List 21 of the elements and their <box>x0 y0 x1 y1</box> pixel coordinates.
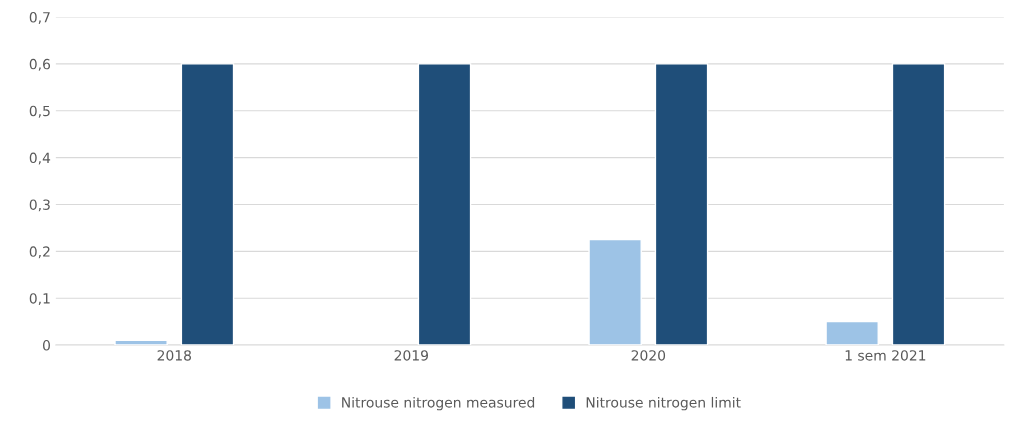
y-tick-label: 0,1 <box>29 293 50 306</box>
bar <box>891 63 946 346</box>
x-tick-label: 2018 <box>157 350 191 361</box>
bar <box>654 63 709 346</box>
x-tick-label: 1 sem 2021 <box>845 350 926 361</box>
x-tick-label: 2019 <box>394 350 428 361</box>
y-tick-label: 0 <box>42 340 50 351</box>
bar <box>417 63 472 346</box>
x-tick-label: 2020 <box>631 350 666 361</box>
y-tick-label: 0,5 <box>29 105 50 118</box>
y-tick-label: 0,6 <box>29 58 51 71</box>
bar <box>180 63 235 346</box>
y-tick-label: 0,2 <box>29 246 50 259</box>
bar <box>588 238 642 346</box>
bar <box>114 339 168 346</box>
legend-label: Nitrouse nitrogen measured <box>342 396 535 411</box>
y-tick-label: 0,7 <box>29 12 50 24</box>
legend-label: Nitrouse nitrogen limit <box>586 396 741 411</box>
y-tick-label: 0,4 <box>29 152 51 165</box>
bar <box>825 320 879 346</box>
y-tick-label: 0,3 <box>29 199 50 212</box>
